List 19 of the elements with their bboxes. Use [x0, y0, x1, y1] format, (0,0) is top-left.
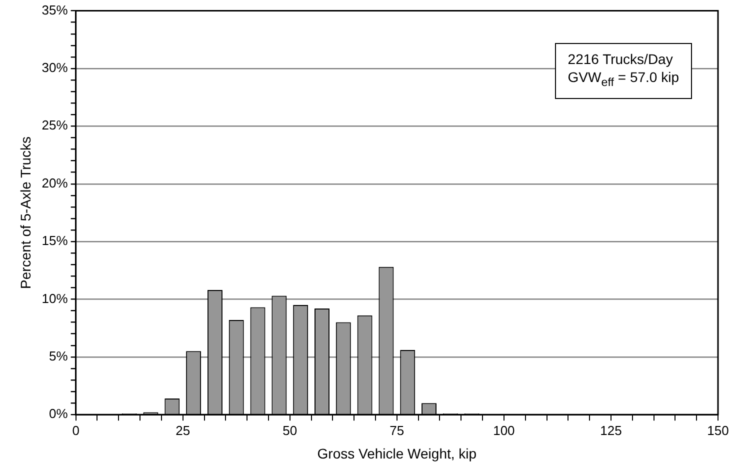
- x-tick-label: 100: [493, 422, 515, 438]
- y-tick-label: 30%: [42, 60, 68, 76]
- x-tick-label: 0: [72, 422, 80, 438]
- y-tick-label: 0%: [49, 406, 68, 422]
- annotation: 2216 Trucks/Day: [568, 50, 674, 68]
- y-tick-label: 20%: [42, 175, 68, 190]
- annotation: GVW$_{eff}$ = 57.0 kip: [568, 68, 679, 91]
- y-axis-title: Percent of 5-Axle Trucks: [17, 136, 34, 289]
- y-tick-label: 35%: [42, 2, 68, 18]
- y-tick-label: 15%: [42, 233, 68, 248]
- x-tick-label: 25: [176, 422, 190, 438]
- x-tick-label: 125: [600, 422, 622, 438]
- x-tick-label: 150: [707, 422, 729, 438]
- y-tick-label: 25%: [42, 118, 68, 133]
- x-axis-title: Gross Vehicle Weight, kip: [317, 445, 477, 462]
- y-tick-label: 10%: [42, 290, 68, 306]
- x-tick-label: 50: [282, 422, 298, 438]
- x-tick-label: 75: [390, 422, 404, 438]
- y-tick-label: 5%: [49, 348, 68, 364]
